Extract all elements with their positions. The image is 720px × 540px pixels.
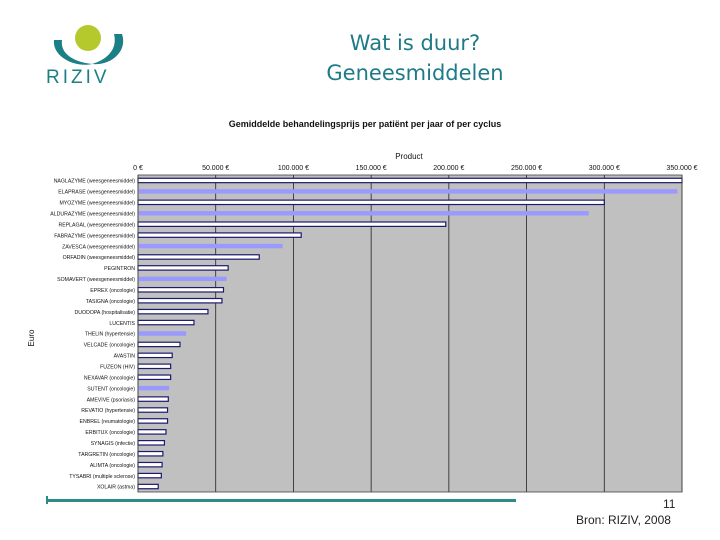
bar [137,341,181,348]
x-tick-label: 100.000 € [278,165,309,172]
bar [137,265,229,271]
x-axis-title: Product [395,152,423,161]
plot-background [138,175,682,492]
category-label: ALDURAZYME (weesgeneesmiddel) [50,211,135,217]
category-label: NEXAVAR (oncologie) [84,375,135,381]
plot-area: 0 € 50.000 € 100.000 € 150.000 € 200.000 € 25… [50,165,698,493]
price-chart: Gemiddelde behandelingsprijs per patiënt… [20,110,700,502]
bar [137,483,159,490]
title-line-1: Wat is duur? [349,31,481,55]
category-label: ALIMTA (oncologie) [90,463,135,469]
category-label: SYNAGIS (infectie) [91,441,136,447]
source-note: Bron: RIZIV, 2008 [576,513,671,527]
bar [137,177,683,184]
category-label: ENBREL (reumatologie) [80,419,136,425]
bar [137,407,169,413]
category-label: ORFADIN (weesgeneesmiddel) [63,255,136,261]
footer-divider [46,499,516,502]
category-label: EPREX (oncologie) [90,288,135,294]
bar [137,418,169,424]
bar [137,199,605,206]
category-label: TASIGNA (oncologie) [86,299,135,305]
category-label: PEGINTRON [104,266,135,272]
category-label: FABRAZYME (weesgeneesmiddel) [54,233,135,239]
category-label: SOMAVERT (weesgeneesmiddel) [57,277,135,283]
bar [137,440,166,446]
bar [138,189,678,194]
logo-swoosh-right [92,34,124,65]
category-label: SUTENT (oncologie) [87,386,135,392]
category-label: ELAPRASE (weesgeneesmiddel) [58,190,135,196]
bar [137,221,447,227]
category-label: REPLAGAL (weesgeneesmiddel) [58,222,135,228]
category-label: AVASTIN [114,354,136,360]
x-tick-label: 200.000 € [433,165,464,172]
title-line-2: Geneesmiddelen [326,61,504,85]
bar [138,331,187,336]
category-label: TARGRETIN (oncologie) [78,452,135,458]
bar [138,385,170,391]
category-label: TYSABRI (multiple sclerose) [69,474,135,480]
riziv-logo-graphic [53,25,124,65]
category-label: AMEVIVE (psoriasis) [87,397,136,403]
category-label: VELCADE (oncologie) [84,343,136,349]
category-label: XOLAIR (astma) [97,485,135,491]
x-tick-label: 350.000 € [666,165,697,172]
y-axis-title: Euro [27,329,36,346]
x-tick-label: 150.000 € [356,165,387,172]
category-label: FUZEON (HIV) [100,364,135,370]
chart-title: Gemiddelde behandelingsprijs per patiënt… [229,119,502,129]
bar [137,374,172,381]
bar [138,243,283,249]
bar [137,297,223,304]
category-label: MYOZYME (weesgeneesmiddel) [59,201,135,207]
logo-text: RIZIV [46,67,110,88]
bar [137,472,162,479]
plot-border [137,174,683,493]
slide-title: Wat is duur? Geneesmiddelen [260,28,570,88]
x-tick-label: 250.000 € [511,165,542,172]
bar [137,232,302,238]
x-tick-label: 300.000 € [589,165,620,172]
category-label: REVATIO (hypertensie) [81,408,135,414]
footer-divider-tick [46,496,48,504]
bar [138,211,589,216]
bar [137,319,195,326]
bar [137,308,209,315]
bar [137,363,172,370]
logo-circle [75,25,101,51]
bar [137,450,164,457]
bar [137,352,173,359]
chart-svg: Gemiddelde behandelingsprijs per patiënt… [27,119,698,493]
page-number: 11 [663,497,676,511]
bar [137,254,260,260]
category-label: DUODOPA (hospitalisatie) [75,310,136,316]
bar [138,276,227,282]
bar [137,286,225,293]
bar [137,396,169,402]
category-label: ERBITUX (oncologie) [85,430,135,436]
x-tick-label: 50.000 € [202,165,229,172]
bar [137,429,167,435]
category-label: ZAVESCA (weesgeneesmiddel) [62,244,135,250]
category-label: NAGLAZYME (weesgeneesmiddel) [54,179,136,185]
category-label: THELIN (hypertensie) [85,332,135,338]
bar [137,461,163,468]
category-label: LUCENTIS [109,321,135,327]
logo-swoosh-left [53,40,92,65]
x-tick-label: 0 € [133,165,143,172]
